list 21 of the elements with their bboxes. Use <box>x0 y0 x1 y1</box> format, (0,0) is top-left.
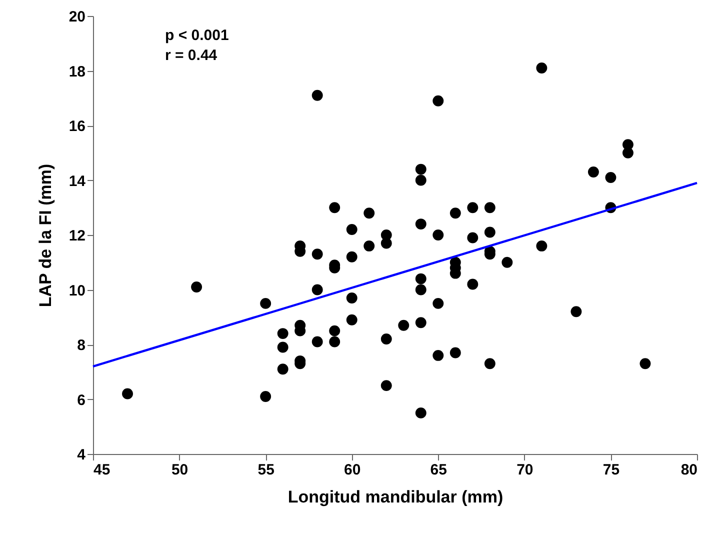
x-tick-label: 65 <box>430 462 447 478</box>
annotation: r = 0.44 <box>165 47 218 64</box>
x-tick-label: 75 <box>602 462 620 478</box>
x-tick-label: 80 <box>680 462 698 478</box>
x-tick-label: 50 <box>171 462 188 478</box>
y-tick-label: 8 <box>77 337 86 354</box>
y-tick-label: 14 <box>68 172 86 190</box>
annotation: p < 0.001 <box>165 27 229 44</box>
y-axis-title: LAP de la FI (mm) <box>36 164 55 308</box>
y-tick-label: 16 <box>68 118 86 135</box>
x-tick-label: 55 <box>258 462 274 478</box>
y-tick-label: 4 <box>77 446 86 464</box>
x-tick-label: 60 <box>344 462 361 478</box>
x-tick-label: 45 <box>94 462 110 478</box>
y-tick-label: 20 <box>68 8 86 26</box>
y-tick-label: 12 <box>68 228 86 244</box>
y-tick-label: 10 <box>68 282 86 300</box>
y-tick-label: 6 <box>77 392 86 409</box>
x-tick-label: 70 <box>516 462 534 478</box>
x-axis-title: Longitud mandibular (mm) <box>288 488 504 506</box>
y-tick-label: 18 <box>68 63 86 80</box>
